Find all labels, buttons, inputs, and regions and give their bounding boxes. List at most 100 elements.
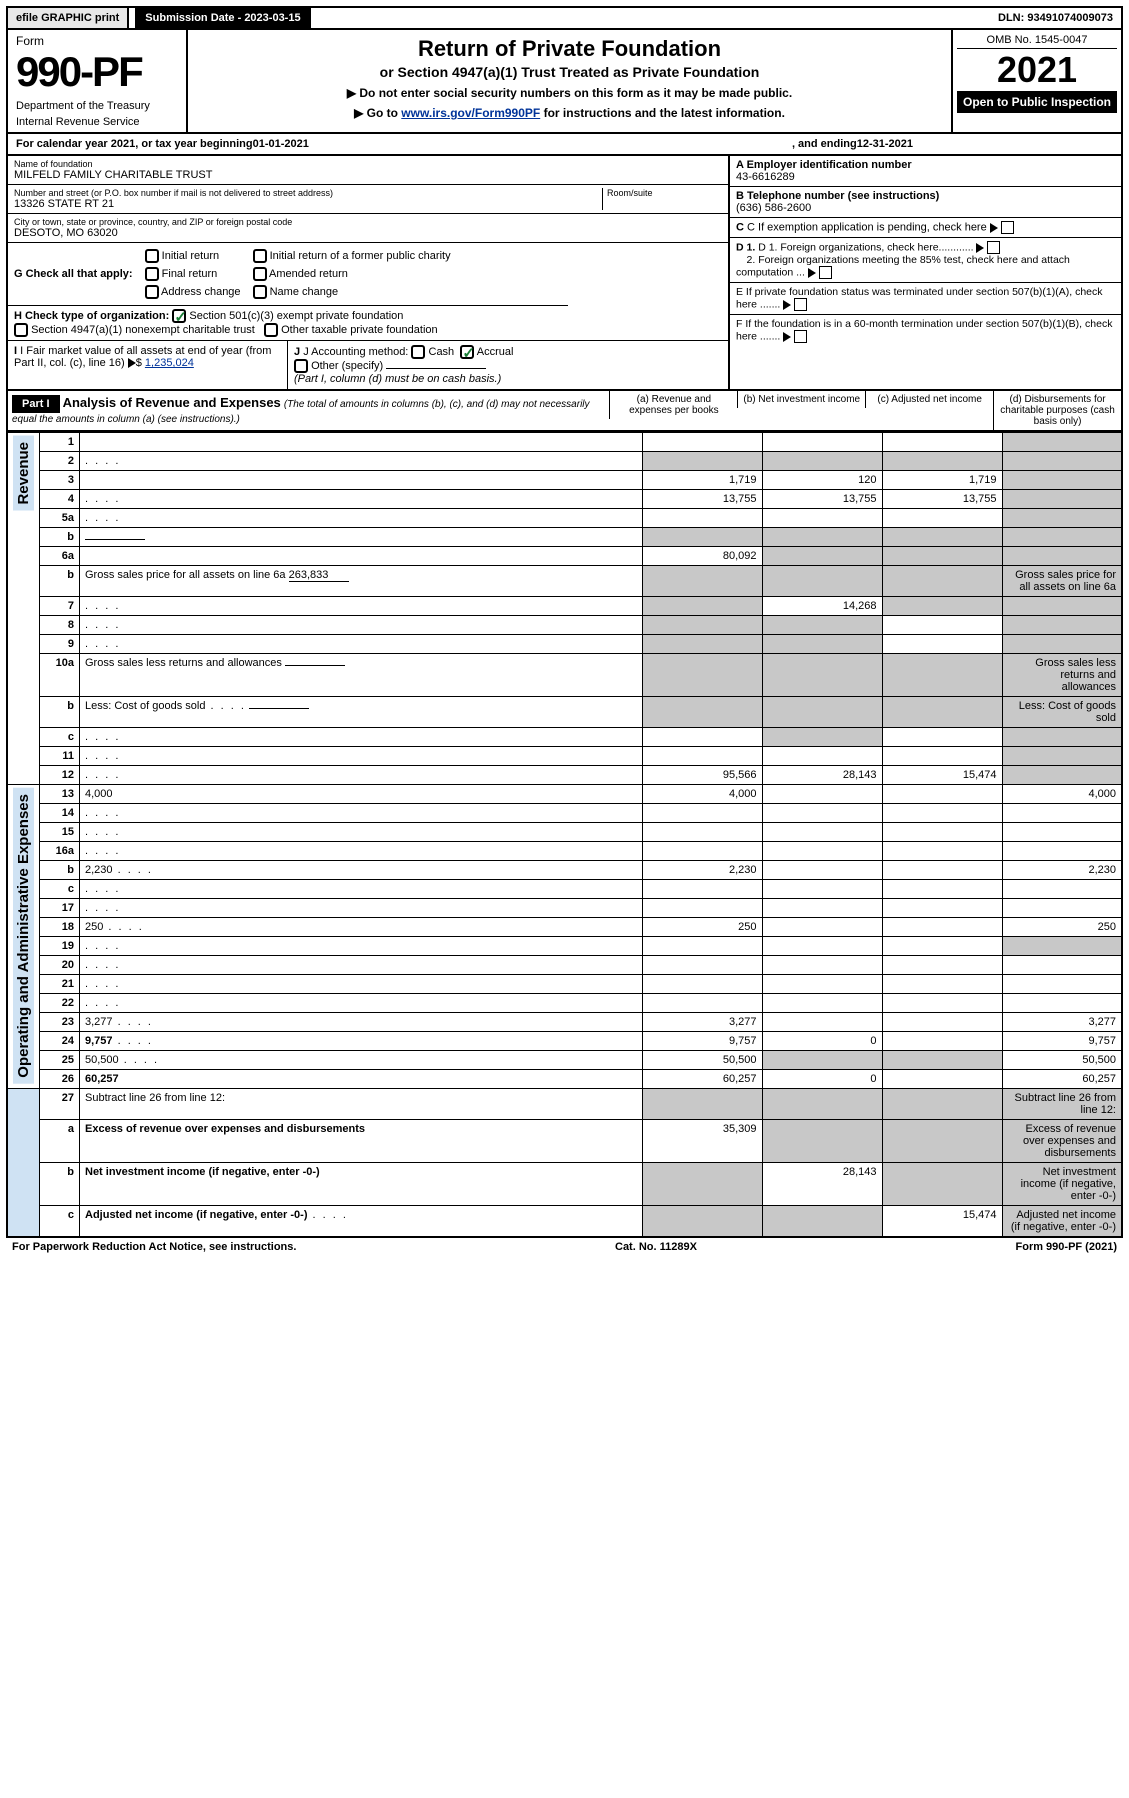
cell-value: [1002, 747, 1122, 766]
table-row: 18250250250: [7, 918, 1122, 937]
line-number: b: [40, 1163, 80, 1206]
table-row: c: [7, 728, 1122, 747]
cell-value: 95,566: [642, 766, 762, 785]
line-number: 17: [40, 899, 80, 918]
city-label: City or town, state or province, country…: [14, 217, 722, 227]
line-description: [80, 899, 643, 918]
line-number: c: [40, 728, 80, 747]
table-row: 11: [7, 747, 1122, 766]
line-description: Excess of revenue over expenses and disb…: [80, 1120, 643, 1163]
cell-value: [762, 918, 882, 937]
initial-return-checkbox[interactable]: [145, 249, 159, 263]
part1-header-row: Part I Analysis of Revenue and Expenses …: [6, 391, 1123, 432]
cell-value: [882, 616, 1002, 635]
d1-checkbox[interactable]: [987, 241, 1000, 254]
cell-value: Adjusted net income (if negative, enter …: [1002, 1206, 1122, 1238]
cell-value: 120: [762, 471, 882, 490]
cell-value: [882, 918, 1002, 937]
cell-value: [642, 937, 762, 956]
cell-value: [762, 728, 882, 747]
table-row: 5a: [7, 509, 1122, 528]
cell-value: Excess of revenue over expenses and disb…: [1002, 1120, 1122, 1163]
cell-value: [642, 528, 762, 547]
cell-value: [762, 1120, 882, 1163]
foundation-name: MILFELD FAMILY CHARITABLE TRUST: [14, 169, 722, 181]
c-checkbox[interactable]: [1001, 221, 1014, 234]
cell-value: [882, 937, 1002, 956]
omb-number: OMB No. 1545-0047: [957, 34, 1117, 49]
cell-value: [762, 747, 882, 766]
cell-value: [642, 975, 762, 994]
line-description: [80, 490, 643, 509]
cell-value: [882, 452, 1002, 471]
cell-value: [1002, 597, 1122, 616]
e-checkbox[interactable]: [794, 298, 807, 311]
line-number: 15: [40, 823, 80, 842]
cell-value: Less: Cost of goods sold: [1002, 697, 1122, 728]
irs-link[interactable]: www.irs.gov/Form990PF: [401, 106, 540, 120]
cash-checkbox[interactable]: [411, 345, 425, 359]
line-number: 1: [40, 433, 80, 452]
foundation-name-label: Name of foundation: [14, 159, 722, 169]
line-number: 14: [40, 804, 80, 823]
cell-value: [1002, 842, 1122, 861]
cell-value: [642, 566, 762, 597]
h-other-checkbox[interactable]: [264, 323, 278, 337]
cell-value: [882, 1163, 1002, 1206]
cell-value: [642, 635, 762, 654]
cell-value: [882, 1013, 1002, 1032]
accrual-checkbox[interactable]: [460, 345, 474, 359]
name-change-checkbox[interactable]: [253, 285, 267, 299]
h-501c3-checkbox[interactable]: [172, 309, 186, 323]
cell-value: [762, 880, 882, 899]
cell-value: [882, 1089, 1002, 1120]
table-row: 22: [7, 994, 1122, 1013]
cell-value: 60,257: [1002, 1070, 1122, 1089]
line-number: b: [40, 566, 80, 597]
cell-value: [882, 654, 1002, 697]
line-number: 12: [40, 766, 80, 785]
cell-value: [762, 654, 882, 697]
table-row: 27Subtract line 26 from line 12:Subtract…: [7, 1089, 1122, 1120]
cell-value: [882, 547, 1002, 566]
open-public-badge: Open to Public Inspection: [957, 91, 1117, 113]
cell-value: [882, 994, 1002, 1013]
line-description: [80, 635, 643, 654]
cell-value: 9,757: [642, 1032, 762, 1051]
final-return-checkbox[interactable]: [145, 267, 159, 281]
line-description: Adjusted net income (if negative, enter …: [80, 1206, 643, 1238]
line-number: 25: [40, 1051, 80, 1070]
cell-value: [1002, 994, 1122, 1013]
cell-value: [642, 616, 762, 635]
table-row: b2,2302,2302,230: [7, 861, 1122, 880]
table-row: 10aGross sales less returns and allowanc…: [7, 654, 1122, 697]
cell-value: [762, 1013, 882, 1032]
cell-value: [1002, 937, 1122, 956]
amended-return-checkbox[interactable]: [253, 267, 267, 281]
cell-value: [642, 654, 762, 697]
cell-value: 250: [642, 918, 762, 937]
section-label: Operating and Administrative Expenses: [13, 788, 34, 1084]
address-change-checkbox[interactable]: [145, 285, 159, 299]
line-number: 21: [40, 975, 80, 994]
other-method-checkbox[interactable]: [294, 359, 308, 373]
cell-value: [882, 747, 1002, 766]
cell-value: 80,092: [642, 547, 762, 566]
cell-value: 0: [762, 1070, 882, 1089]
h-4947-checkbox[interactable]: [14, 323, 28, 337]
cell-value: 3,277: [642, 1013, 762, 1032]
cell-value: [1002, 547, 1122, 566]
fmv-value[interactable]: 1,235,024: [145, 357, 194, 369]
table-row: bGross sales price for all assets on lin…: [7, 566, 1122, 597]
cell-value: [1002, 471, 1122, 490]
f-checkbox[interactable]: [794, 330, 807, 343]
cell-value: [762, 975, 882, 994]
line-description: [80, 471, 643, 490]
initial-former-checkbox[interactable]: [253, 249, 267, 263]
cell-value: [882, 509, 1002, 528]
cell-value: [762, 861, 882, 880]
line-number: 22: [40, 994, 80, 1013]
d2-checkbox[interactable]: [819, 266, 832, 279]
calendar-year-row: For calendar year 2021, or tax year begi…: [6, 134, 1123, 156]
cell-value: 15,474: [882, 766, 1002, 785]
